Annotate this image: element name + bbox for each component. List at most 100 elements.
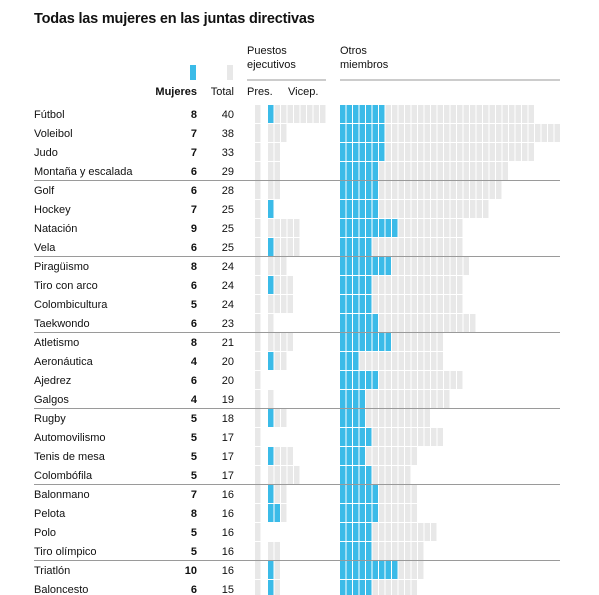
other-cell xyxy=(379,428,385,446)
other-cell xyxy=(411,333,417,351)
other-cell xyxy=(392,105,398,123)
vice-cell xyxy=(281,466,287,484)
other-cell xyxy=(392,428,398,446)
other-cell xyxy=(379,371,385,389)
vice-cell xyxy=(268,485,274,503)
sport-label: Polo xyxy=(34,527,56,539)
other-cell xyxy=(340,314,346,332)
other-cell xyxy=(366,466,372,484)
other-cell xyxy=(359,124,365,142)
other-cell xyxy=(353,371,359,389)
other-cell xyxy=(437,428,443,446)
total-count: 19 xyxy=(222,394,234,406)
other-cell xyxy=(541,124,547,142)
other-cell xyxy=(372,257,378,275)
pres-cell xyxy=(255,219,261,237)
women-count: 7 xyxy=(191,147,197,159)
other-cell xyxy=(424,371,430,389)
other-cell xyxy=(411,105,417,123)
other-cell xyxy=(411,143,417,161)
other-cell xyxy=(366,447,372,465)
other-cell xyxy=(405,580,411,595)
other-cell xyxy=(372,105,378,123)
vice-cell xyxy=(268,447,274,465)
other-cell xyxy=(457,295,463,313)
other-cell xyxy=(346,371,352,389)
other-cell xyxy=(379,143,385,161)
other-cell xyxy=(398,295,404,313)
pres-cell xyxy=(255,580,261,595)
other-cell xyxy=(392,314,398,332)
total-count: 17 xyxy=(222,451,234,463)
other-cell xyxy=(418,276,424,294)
other-cell xyxy=(463,124,469,142)
women-count: 5 xyxy=(191,527,197,539)
other-cell xyxy=(353,466,359,484)
vice-cell xyxy=(287,295,293,313)
other-cell xyxy=(398,124,404,142)
other-cell xyxy=(411,485,417,503)
women-count: 5 xyxy=(191,432,197,444)
pres-cell xyxy=(255,238,261,256)
vice-cell xyxy=(268,580,274,595)
vice-cell xyxy=(274,447,280,465)
vice-cell xyxy=(268,124,274,142)
women-count: 7 xyxy=(191,128,197,140)
other-cell xyxy=(457,371,463,389)
other-cell xyxy=(372,200,378,218)
other-cell xyxy=(405,200,411,218)
other-cell xyxy=(431,352,437,370)
other-cell xyxy=(366,276,372,294)
other-cell xyxy=(346,352,352,370)
vice-cell xyxy=(268,409,274,427)
other-cell xyxy=(353,504,359,522)
other-cell xyxy=(379,409,385,427)
sport-label: Montaña y escalada xyxy=(34,166,133,178)
other-cell xyxy=(340,409,346,427)
total-count: 20 xyxy=(222,356,234,368)
other-cell xyxy=(372,447,378,465)
other-cell xyxy=(411,542,417,560)
pres-cell xyxy=(255,333,261,351)
other-cell xyxy=(418,200,424,218)
vice-cell xyxy=(274,333,280,351)
vice-cell xyxy=(281,257,287,275)
other-cell xyxy=(483,162,489,180)
other-cell xyxy=(385,371,391,389)
other-cell xyxy=(379,542,385,560)
other-cell xyxy=(359,200,365,218)
sport-label: Piragüismo xyxy=(34,261,89,273)
other-cell xyxy=(418,428,424,446)
other-cell xyxy=(411,352,417,370)
other-cell xyxy=(418,523,424,541)
other-cell xyxy=(411,257,417,275)
other-cell xyxy=(405,542,411,560)
vice-cell xyxy=(294,466,300,484)
other-cell xyxy=(366,200,372,218)
other-cell xyxy=(366,485,372,503)
other-cell xyxy=(372,485,378,503)
pres-cell xyxy=(255,504,261,522)
other-cell xyxy=(431,523,437,541)
other-cell xyxy=(353,390,359,408)
vice-cell xyxy=(268,314,274,332)
pres-cell xyxy=(255,276,261,294)
other-cell xyxy=(353,124,359,142)
other-cell xyxy=(476,124,482,142)
other-cell xyxy=(366,523,372,541)
other-cell xyxy=(463,257,469,275)
other-cell xyxy=(366,542,372,560)
other-cell xyxy=(385,314,391,332)
other-cell xyxy=(444,200,450,218)
other-cell xyxy=(450,105,456,123)
other-cell xyxy=(353,542,359,560)
total-count: 29 xyxy=(222,166,234,178)
total-count: 20 xyxy=(222,375,234,387)
other-cell xyxy=(379,485,385,503)
other-cell xyxy=(353,523,359,541)
other-cell xyxy=(372,238,378,256)
other-cell xyxy=(385,238,391,256)
other-cell xyxy=(398,466,404,484)
other-cell xyxy=(463,162,469,180)
header-women: Mujeres xyxy=(155,86,197,98)
